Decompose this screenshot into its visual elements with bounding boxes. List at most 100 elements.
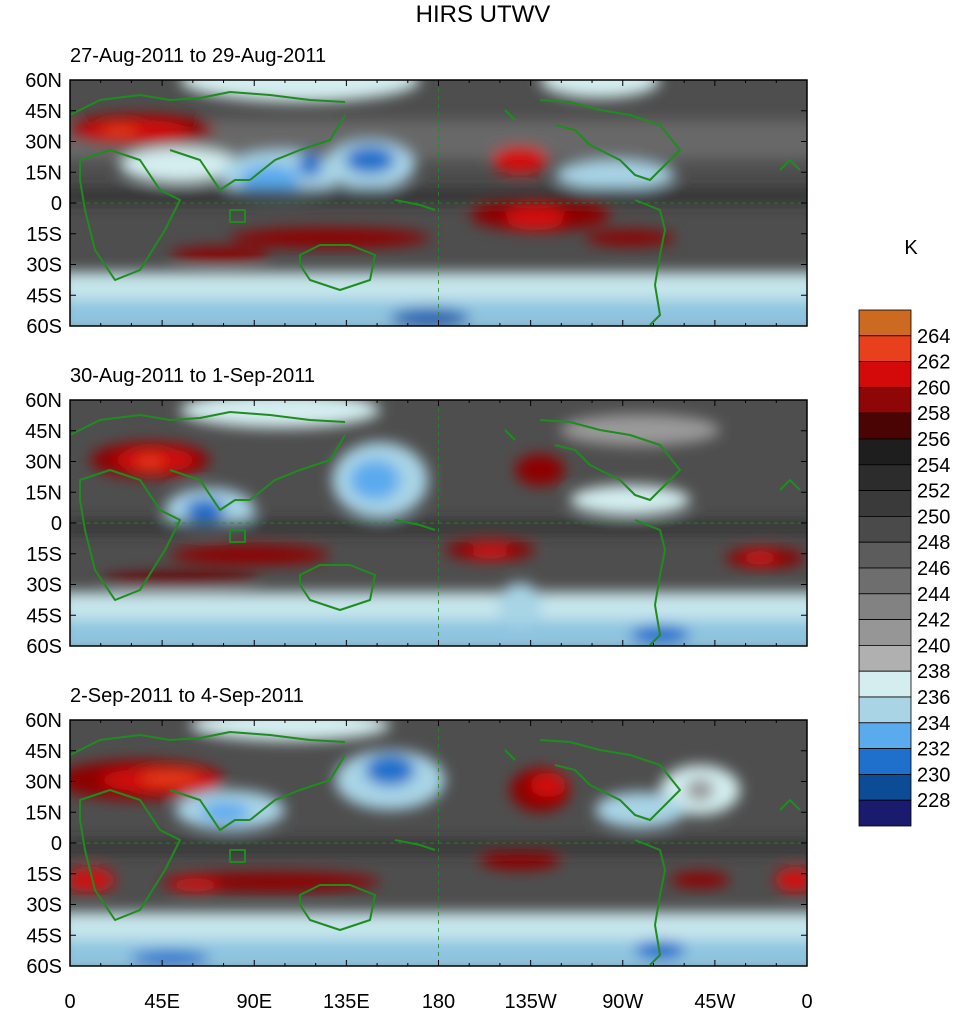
- longitude-labels: 0 45E 90E 135E 180 135W 90W 45W 0: [64, 991, 812, 1013]
- panel-2-lat-labels: 60N 45N 30N 15N 0 15S 30S 45S 60S: [25, 390, 62, 658]
- colorbar-swatch: [858, 670, 912, 698]
- colorbar-swatch: [858, 799, 912, 827]
- lat-label: 60S: [26, 956, 62, 978]
- lat-label: 15S: [26, 224, 62, 246]
- colorbar-swatch: [858, 412, 912, 440]
- colorbar-level-label: 244: [917, 584, 950, 606]
- colorbar-level-label: 228: [917, 790, 950, 812]
- panel-2-coastlines: [70, 411, 801, 646]
- map-panel-1: 27-Aug-2011 to 29-Aug-2011: [25, 45, 808, 338]
- lat-label: 15N: [25, 802, 62, 824]
- colorbar-level-label: 246: [917, 558, 950, 580]
- panel-3-ticks: [69, 719, 808, 967]
- colorbar-level-label: 260: [917, 377, 950, 399]
- lat-label: 60S: [26, 636, 62, 658]
- colorbar-level-label: 238: [917, 661, 950, 683]
- map-panel-2: 30-Aug-2011 to 1-Sep-2011: [25, 365, 808, 658]
- colorbar-level-label: 250: [917, 506, 950, 528]
- colorbar-swatch: [858, 309, 912, 337]
- lat-label: 15N: [25, 162, 62, 184]
- lon-label: 90E: [236, 991, 272, 1013]
- colorbar-swatch: [858, 645, 912, 672]
- lat-label: 45N: [25, 741, 62, 763]
- colorbar-level-label: 262: [917, 352, 950, 374]
- colorbar-swatch: [858, 696, 912, 724]
- lat-label: 30N: [25, 132, 62, 154]
- colorbar-swatch: [858, 516, 912, 543]
- panel-1-date-range: 27-Aug-2011 to 29-Aug-2011: [70, 45, 326, 67]
- panel-1-lat-labels: 60N 45N 30N 15N 0 15S 30S 45S 60S: [25, 70, 62, 338]
- colorbar-swatch: [858, 593, 912, 620]
- colorbar-level-label: 264: [917, 326, 950, 348]
- colorbar-swatch: [858, 567, 912, 595]
- panel-3-lat-labels: 60N 45N 30N 15N 0 15S 30S 45S 60S: [25, 710, 62, 978]
- lon-label: 135E: [323, 991, 370, 1013]
- colorbar-level-label: 258: [917, 403, 950, 425]
- lat-label: 60N: [25, 710, 62, 732]
- colorbar-level-label: 248: [917, 532, 950, 554]
- panel-1-reference-lines: [70, 80, 807, 326]
- colorbar-swatch: [858, 438, 912, 466]
- colorbar-level-label: 242: [917, 610, 950, 632]
- lat-label: 15S: [26, 544, 62, 566]
- panel-1-coastlines: [70, 91, 801, 326]
- colorbar-swatch: [858, 335, 912, 362]
- colorbar-level-label: 236: [917, 687, 950, 709]
- lat-label: 30S: [26, 575, 62, 597]
- colorbar-swatch: [858, 722, 912, 749]
- panel-3-coastlines: [70, 731, 801, 966]
- colorbar-level-label: 252: [917, 481, 950, 503]
- lat-label: 45S: [26, 925, 62, 947]
- colorbar-level-label: 232: [917, 739, 950, 761]
- colorbar-swatch: [858, 619, 912, 646]
- lat-label: 30N: [25, 772, 62, 794]
- lon-label: 0: [64, 991, 75, 1013]
- colorbar-unit: K: [904, 237, 918, 259]
- figure-title: HIRS UTWV: [416, 1, 551, 28]
- panel-2-date-range: 30-Aug-2011 to 1-Sep-2011: [70, 365, 315, 387]
- colorbar-level-label: 254: [917, 455, 950, 477]
- lat-label: 30S: [26, 895, 62, 917]
- lat-label: 45S: [26, 605, 62, 627]
- colorbar-level-label: 256: [917, 429, 950, 451]
- panel-2-ticks: [69, 399, 808, 647]
- lat-label: 60N: [25, 70, 62, 92]
- lat-label: 45N: [25, 101, 62, 123]
- colorbar-swatch: [858, 386, 912, 414]
- colorbar-swatch: [858, 490, 912, 517]
- lat-label: 0: [51, 513, 62, 535]
- lat-label: 15N: [25, 482, 62, 504]
- panel-3-date-range: 2-Sep-2011 to 4-Sep-2011: [70, 685, 304, 707]
- colorbar-level-label: 240: [917, 635, 950, 657]
- colorbar-swatch: [858, 774, 912, 801]
- map-panel-3: 2-Sep-2011 to 4-Sep-2011: [25, 685, 808, 978]
- lon-label: 45W: [694, 991, 735, 1013]
- lat-label: 60S: [26, 316, 62, 338]
- colorbar-level-label: 230: [917, 764, 950, 786]
- panel-3-field: [70, 720, 807, 966]
- lon-label: 90W: [602, 991, 643, 1013]
- colorbar-swatch: [858, 464, 912, 491]
- lat-label: 30S: [26, 255, 62, 277]
- lat-label: 0: [51, 833, 62, 855]
- colorbar-swatch: [858, 748, 912, 775]
- lat-label: 45N: [25, 421, 62, 443]
- lat-label: 45S: [26, 285, 62, 307]
- colorbar-level-label: 234: [917, 713, 950, 735]
- lon-label: 0: [801, 991, 812, 1013]
- lat-label: 30N: [25, 452, 62, 474]
- panel-2-field: [70, 400, 807, 646]
- lon-label: 135W: [505, 991, 557, 1013]
- colorbar-swatch: [858, 541, 912, 569]
- lat-label: 15S: [26, 864, 62, 886]
- lon-label: 180: [422, 991, 455, 1013]
- colorbar-swatch: [858, 361, 912, 388]
- lat-label: 0: [51, 193, 62, 215]
- panel-3-reference-lines: [70, 720, 807, 966]
- lat-label: 60N: [25, 390, 62, 412]
- panel-2-reference-lines: [70, 400, 807, 646]
- lon-label: 45E: [144, 991, 180, 1013]
- colorbar: 264 262 260 258 256 254 252 250 248 246 244 242 240 2…: [858, 309, 950, 827]
- panel-1-ticks: [69, 79, 808, 327]
